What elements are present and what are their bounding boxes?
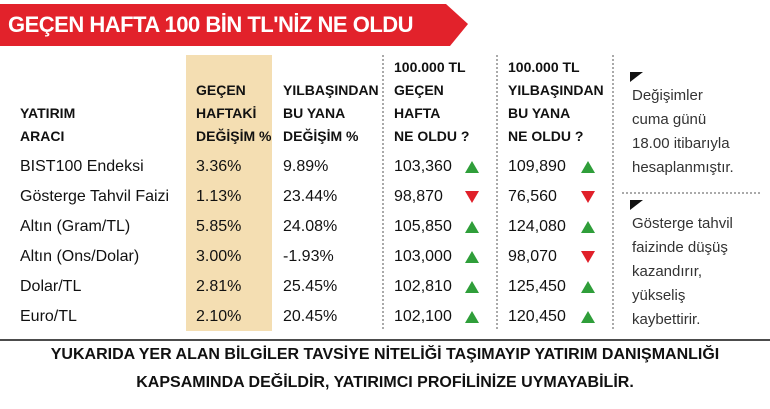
note-line: yükseliş (632, 287, 686, 304)
trend-up (465, 221, 479, 233)
column-header: GEÇEN (394, 82, 444, 98)
cell: 24.08% (283, 218, 338, 235)
column-header: YILBAŞINDAN (283, 82, 379, 98)
column-header: ARACI (20, 128, 65, 144)
trend-up (581, 311, 595, 323)
trend-up (465, 251, 479, 263)
column-header: 100.000 TL (508, 59, 580, 75)
cell: 2.81% (196, 278, 242, 295)
trend-down (581, 251, 595, 263)
footer-line: YUKARIDA YER ALAN BİLGİLER TAVSİYE NİTEL… (50, 346, 720, 363)
column-header: BU YANA (508, 105, 571, 121)
column-header: DEĞİŞİM % (196, 128, 272, 144)
cell: 109,890 (508, 158, 566, 175)
cell: 3.00% (196, 248, 242, 265)
cell: 105,850 (394, 218, 452, 235)
trend-up (465, 161, 479, 173)
column-header: YILBAŞINDAN (508, 82, 604, 98)
note-line: kazandırır, (632, 263, 703, 280)
row-label: Gösterge Tahvil Faizi (20, 188, 170, 205)
cell: 1.13% (196, 188, 242, 205)
cell: 76,560 (508, 188, 557, 205)
row-label: BIST100 Endeksi (20, 158, 144, 175)
cell: 102,810 (394, 278, 452, 295)
note-line: 18.00 itibarıyla (632, 135, 730, 152)
column-header: YATIRIM (20, 105, 76, 121)
row-label: Altın (Ons/Dolar) (20, 248, 140, 265)
column-header: GEÇEN (196, 82, 246, 98)
note-marker (630, 72, 643, 82)
note-line: kaybettirir. (632, 311, 701, 328)
highlight-column (186, 55, 272, 331)
cell: 3.36% (196, 158, 242, 175)
trend-down (465, 191, 479, 203)
note-line: Değişimler (632, 87, 703, 104)
cell: 9.89% (283, 158, 329, 175)
note-marker (630, 200, 643, 210)
title: GEÇEN HAFTA 100 BİN TL'NİZ NE OLDU (8, 12, 414, 37)
trend-up (581, 161, 595, 173)
cell: 98,070 (508, 248, 557, 265)
cell: 102,100 (394, 308, 452, 325)
trend-up (581, 221, 595, 233)
column-header: HAFTAKİ (196, 105, 257, 121)
column-header: 100.000 TL (394, 59, 466, 75)
column-header: NE OLDU ? (508, 128, 584, 144)
row-label: Euro/TL (20, 308, 77, 325)
cell: -1.93% (283, 248, 334, 265)
row-label: Dolar/TL (20, 278, 82, 295)
footer-line: KAPSAMINDA DEĞİLDİR, YATIRIMCI PROFİLİNİ… (136, 374, 634, 391)
trend-down (581, 191, 595, 203)
column-header: NE OLDU ? (394, 128, 470, 144)
column-header: BU YANA (283, 105, 346, 121)
column-header: DEĞİŞİM % (283, 128, 359, 144)
row-label: Altın (Gram/TL) (20, 218, 131, 235)
trend-up (465, 281, 479, 293)
cell: 103,000 (394, 248, 452, 265)
note-line: faizinde düşüş (632, 239, 728, 256)
cell: 125,450 (508, 278, 566, 295)
cell: 20.45% (283, 308, 338, 325)
cell: 5.85% (196, 218, 242, 235)
note-line: cuma günü (632, 111, 707, 128)
cell: 2.10% (196, 308, 242, 325)
cell: 23.44% (283, 188, 338, 205)
column-header: HAFTA (394, 105, 441, 121)
cell: 124,080 (508, 218, 566, 235)
cell: 25.45% (283, 278, 338, 295)
note-line: Gösterge tahvil (632, 215, 733, 232)
trend-up (581, 281, 595, 293)
cell: 120,450 (508, 308, 566, 325)
trend-up (465, 311, 479, 323)
cell: 103,360 (394, 158, 452, 175)
title-banner (0, 4, 468, 46)
note-line: hesaplanmıştır. (632, 159, 734, 176)
cell: 98,870 (394, 188, 443, 205)
